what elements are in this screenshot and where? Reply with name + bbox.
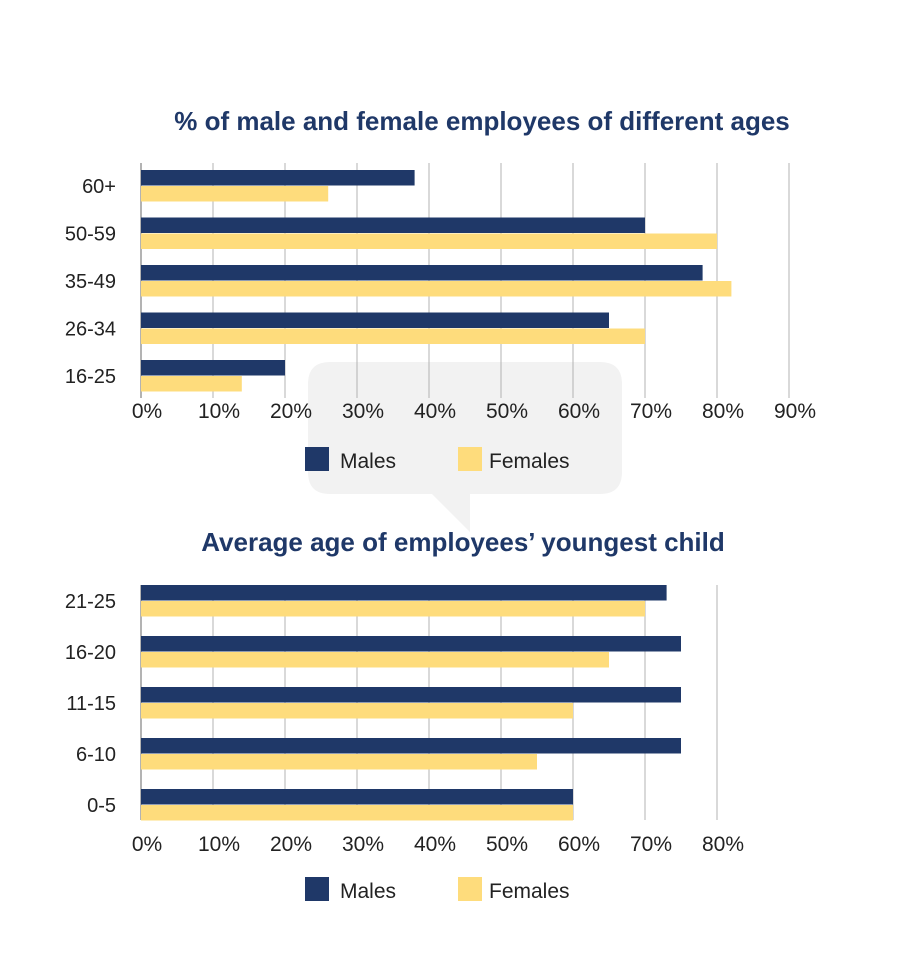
legend-swatch-males [305, 447, 329, 471]
x-tick-label: 20% [270, 833, 312, 856]
males-bar-50-59 [141, 217, 645, 233]
legend-label-males: Males [340, 880, 396, 903]
males-bar-16-25 [141, 360, 285, 376]
x-tick-label: 50% [486, 833, 528, 856]
females-bar-0-5 [141, 805, 573, 821]
females-bar-60+ [141, 186, 329, 202]
category-label: 50-59 [65, 224, 116, 246]
x-tick-label: 50% [486, 400, 528, 423]
females-bar-11-15 [141, 703, 573, 719]
category-label: 16-20 [65, 642, 116, 664]
females-bar-26-34 [141, 328, 645, 344]
males-bar-16-20 [141, 636, 681, 652]
legend: Males Females [305, 877, 570, 903]
x-tick-label: 70% [630, 833, 672, 856]
females-bar-16-20 [141, 652, 609, 668]
x-tick-label: 80% [702, 400, 744, 423]
males-bar-21-25 [141, 585, 667, 601]
x-tick-label: 20% [270, 400, 312, 423]
x-tick-label: 70% [630, 400, 672, 423]
males-bar-26-34 [141, 312, 609, 328]
legend-swatch-females [458, 447, 482, 471]
males-bar-35-49 [141, 265, 703, 281]
category-label: 6-10 [76, 744, 116, 766]
legend-swatch-males [305, 877, 329, 901]
x-tick-label: 90% [774, 400, 816, 423]
males-bar-11-15 [141, 687, 681, 703]
chart-1: % of male and female employees of differ… [65, 106, 816, 473]
category-label: 16-25 [65, 366, 116, 388]
category-label: 0-5 [87, 795, 116, 817]
legend-label-females: Females [489, 450, 570, 473]
x-tick-label: 0% [132, 833, 162, 856]
x-tick-label: 10% [198, 833, 240, 856]
x-tick-label: 30% [342, 400, 384, 423]
x-tick-label: 60% [558, 833, 600, 856]
legend-swatch-females [458, 877, 482, 901]
x-tick-label: 40% [414, 400, 456, 423]
males-bar-6-10 [141, 738, 681, 754]
females-bar-21-25 [141, 601, 645, 617]
x-tick-label: 30% [342, 833, 384, 856]
females-bar-16-25 [141, 376, 242, 392]
category-label: 60+ [82, 176, 116, 198]
males-bar-60+ [141, 170, 415, 186]
chart-title: % of male and female employees of differ… [174, 106, 790, 136]
x-tick-label: 60% [558, 400, 600, 423]
x-tick-label: 0% [132, 400, 162, 423]
chart-2: Average age of employees’ youngest child… [65, 527, 744, 903]
females-bar-35-49 [141, 281, 732, 297]
category-label: 11-15 [66, 693, 116, 715]
legend-label-males: Males [340, 450, 396, 473]
category-label: 35-49 [65, 271, 116, 293]
females-bar-6-10 [141, 754, 537, 770]
females-bar-50-59 [141, 233, 717, 249]
legend-label-females: Females [489, 880, 570, 903]
legend: Males Females [305, 447, 570, 473]
x-tick-label: 40% [414, 833, 456, 856]
chart-title: Average age of employees’ youngest child [201, 527, 725, 557]
x-tick-label: 10% [198, 400, 240, 423]
x-tick-label: 80% [702, 833, 744, 856]
category-label: 21-25 [65, 591, 116, 613]
category-label: 26-34 [65, 319, 116, 341]
males-bar-0-5 [141, 789, 573, 805]
